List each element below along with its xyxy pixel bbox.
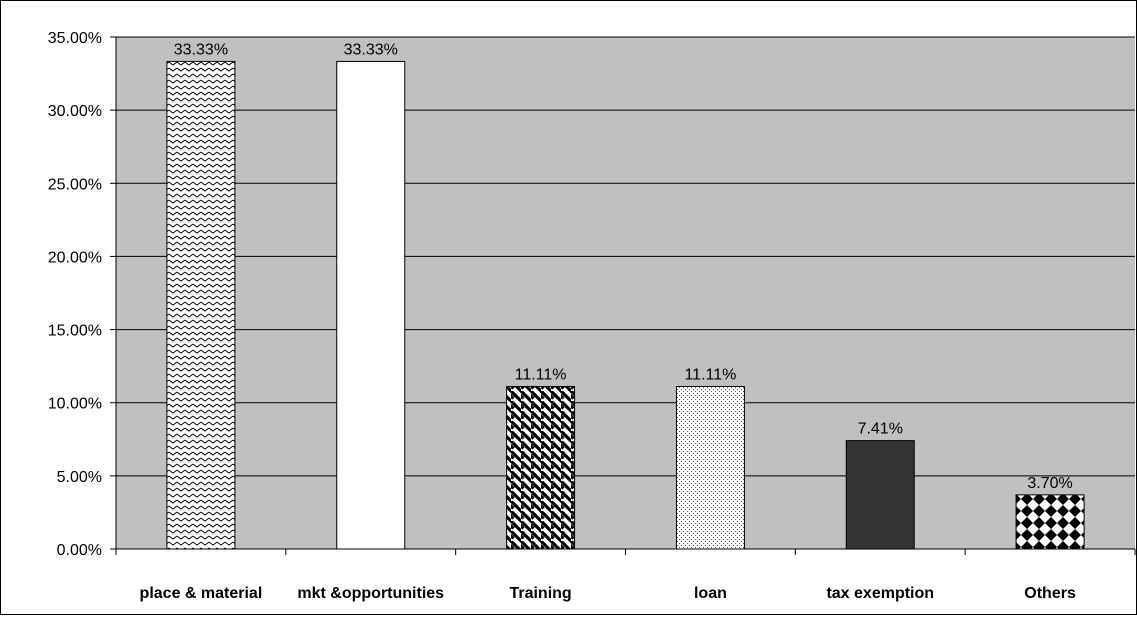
x-category-label: loan	[694, 585, 727, 602]
bar	[336, 60, 406, 550]
y-tick-label: 5.00%	[57, 469, 102, 486]
y-tick-label: 10.00%	[48, 396, 102, 413]
plot-area: 0.00% 5.00% 10.00% 15.00% 20.00% 25.00% 30.00%…	[48, 30, 1136, 602]
x-category-label: mkt &opportunities	[297, 585, 444, 602]
y-tick-label: 15.00%	[48, 323, 102, 340]
data-label: 33.33%	[344, 41, 398, 58]
plot-background	[116, 37, 1135, 549]
x-category-label: Others	[1024, 585, 1076, 602]
bar	[675, 385, 745, 550]
bar	[1015, 494, 1085, 550]
data-label: 11.11%	[684, 366, 736, 383]
data-label: 33.33%	[174, 41, 228, 58]
y-tick-label: 0.00%	[57, 542, 102, 559]
bar	[166, 60, 236, 550]
bar	[845, 440, 915, 550]
data-label: 7.41%	[858, 421, 903, 438]
y-tick-label: 30.00%	[48, 103, 102, 120]
x-category-label: tax exemption	[826, 585, 934, 602]
data-label: 11.11%	[515, 366, 567, 383]
data-label: 3.70%	[1027, 475, 1072, 492]
y-tick-label: 20.00%	[48, 249, 102, 266]
x-category-label: Training	[509, 585, 571, 602]
x-category-label: place & material	[140, 585, 263, 602]
bar	[506, 385, 576, 550]
y-tick-label: 35.00%	[48, 30, 102, 47]
y-tick-label: 25.00%	[48, 176, 102, 193]
